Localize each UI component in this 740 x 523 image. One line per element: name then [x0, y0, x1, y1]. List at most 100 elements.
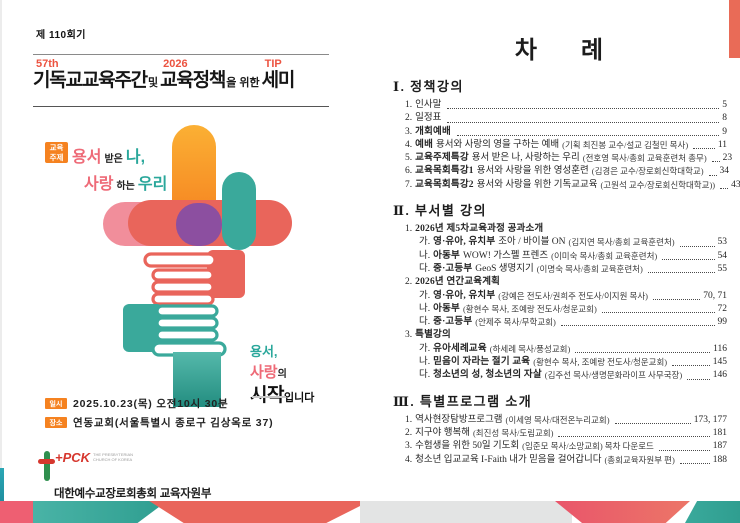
toc-item-detail: (하세례 목사/풍성교회) [489, 343, 571, 354]
title-conj-for: 을 위한 [226, 77, 260, 89]
toc-item-number: 나. [419, 303, 431, 314]
toc-item-number: 1. [405, 100, 413, 110]
toc-page-number: 145 [712, 357, 727, 368]
toc-item-title: 용서 받은 나, 사랑하는 우리 [471, 153, 580, 164]
toc-item-number: 4. [405, 139, 413, 150]
toc-leader-dots [672, 365, 710, 367]
toc-leader-dots [679, 462, 710, 464]
toc-item-detail: (최진성 목사/도림교회) [472, 427, 554, 438]
title-sup-tip: TIP [264, 58, 282, 70]
bottom-band-pink [0, 501, 33, 523]
toc-item-title-bold: 믿음이 자라는 절기 교육 [433, 357, 531, 368]
toc-item-title: 지구야 행복해 [415, 427, 470, 438]
toc-item-number: 나. [419, 357, 431, 368]
toc-item: 다. 중·고등부 (안제주 목사/무학교회) 99 [393, 316, 727, 329]
left-edge-strip [0, 0, 2, 523]
toc-item-title-bold: 영·유아, 유치부 [433, 290, 496, 301]
toc-leader-dots [575, 352, 711, 354]
toc-item: 1. 인사말 5 [393, 99, 727, 112]
toc-item-number: 2. [405, 427, 413, 438]
toc-leader-dots [708, 174, 717, 176]
toc-item: 나. 아동부 WOW! 가스펠 프렌즈 (이미숙 목사/총회 교육훈련처) 54 [393, 250, 727, 263]
toc-leader-dots [614, 422, 691, 424]
toc-item-number: 나. [419, 250, 431, 261]
toc-page-number: 146 [712, 370, 727, 381]
toc-item-number: 가. [419, 343, 431, 354]
toc-item-number: 2. [405, 113, 413, 124]
session-label: 제 110회기 [36, 30, 87, 41]
title-sup-2026: 2026 [163, 58, 188, 70]
toc-page-number: 54 [717, 250, 728, 261]
toc-item: 가. 영·유아, 유치부 (강예은 전도사/권희주 전도사/이지원 목사) 70, 7… [393, 290, 727, 303]
pck-subtext: THE PRESBYTERIAN CHURCH OF KOREA [93, 452, 134, 462]
toc-item-number: 2. [405, 277, 413, 288]
toc-item-number: 3. [405, 330, 413, 341]
toc-item-title-bold: 개회예배 [415, 126, 451, 137]
toc-section-heading: Ⅲ. 특별프로그램 소개 [393, 393, 533, 409]
toc-item-title: 인사말 [415, 100, 442, 110]
toc-item: 나. 믿음이 자라는 절기 교육 (황현수 목사, 조예랑 전도사/청운교회) 145 [393, 356, 727, 369]
toc-item-title-bold: 중·고등부 [433, 263, 473, 274]
place-badge: 장소 [45, 417, 67, 428]
fine-print [252, 396, 286, 398]
toc-leader-dots [693, 148, 715, 150]
toc-item-title-bold: 아동부 [433, 303, 460, 314]
theme-word-doing: 하는 [116, 181, 135, 192]
toc-item: 다. 청소년의 성, 청소년의 자살 (김주선 목사/생명문화라이프 사무국장) 14… [393, 369, 727, 382]
theme-line-1: 용서 받은 나, [72, 143, 145, 167]
teal-hand [123, 304, 227, 407]
toc-page-number: 53 [717, 237, 728, 248]
toc-item-number: 가. [419, 290, 431, 301]
toc-page-number: 11 [717, 139, 727, 150]
toc-item-title: 조아 / 바이블 ON [498, 237, 566, 248]
toc-item-detail: (김지연 목사/총회 교육훈련처) [568, 237, 675, 248]
toc-item-detail: (전호영 목사/총회 교육훈련처 총무) [582, 153, 707, 164]
toc-item-number: 3. [405, 441, 413, 452]
toc-item-title: 수험생을 위한 50일 기도회 [415, 441, 520, 452]
toc-item: 다. 중·고등부 GeoS 생명지기 (이명숙 목사/총회 교육훈련처) 55 [393, 263, 727, 276]
toc-item: 가. 유아세례교육 (하세례 목사/풍성교회) 116 [393, 343, 727, 356]
toc-item-detail: (황현수 목사, 조예랑 전도사/청운교회) [462, 303, 597, 314]
title-rule-bottom [33, 106, 329, 107]
right-red-bar [729, 0, 740, 58]
toc-page-number: 55 [717, 263, 728, 274]
toc-item-detail: (총회교육자원부 편) [604, 454, 675, 465]
toc-page-number: 5 [722, 100, 727, 110]
toc-item-detail: (이세영 목사/대전온누리교회) [505, 414, 610, 425]
toc-item-number: 다. [419, 263, 431, 274]
slogan: 용서, 사랑의 시작입니다 [250, 342, 314, 408]
date-badge: 일시 [45, 398, 67, 409]
theme-badge-line2: 주제 [49, 153, 64, 162]
toc-leader-dots [447, 121, 720, 123]
toc-body: Ⅰ. 정책강의 1. 인사말 5 2. 일정표 8 3. 개회예배 9 4. 예배 용서와 사랑의 영을… [393, 68, 740, 467]
theme-badge-line1: 교육 [49, 143, 64, 152]
toc-item-detail: (안제주 목사/무학교회) [475, 317, 556, 328]
toc-item-title: WOW! 가스펠 프렌즈 [462, 250, 549, 261]
toc-leader-dots [456, 134, 720, 136]
toc-item-detail: (김주선 목사/생명문화라이프 사무국장) [544, 370, 683, 381]
toc-item-detail: (임준모 목사/소망교회) 목차 다운로드 [522, 441, 654, 452]
slogan-forgive: 용서, [250, 344, 278, 359]
toc-page-number: 43 [731, 179, 740, 190]
theme-badge: 교육 주제 [45, 142, 68, 163]
pck-wordmark: +PCK [55, 450, 91, 465]
toc-item: 2. 일정표 8 [393, 112, 727, 125]
title-word-week: 기독교교육주간 [33, 70, 148, 91]
toc-item-number: 다. [419, 370, 431, 381]
toc-item: 나. 아동부 (황현수 목사, 조예랑 전도사/청운교회) 72 [393, 303, 727, 316]
theme-word-me: 나, [125, 149, 146, 166]
toc-item-title-bold: 2026년 제5차교육과정 공과소개 [415, 224, 544, 235]
toc-item: 2. 지구야 행복해 (최진성 목사/도림교회) 181 [393, 427, 727, 440]
seminar-title: 57th 기독교교육주간 및 2026 교육정책 을 위한 TIP 세미 [33, 58, 333, 92]
toc-item-title: 청소년 입교교육 I-Faith 내가 믿음을 걸어갑니다 [415, 454, 602, 465]
toc-item-detail: (이명숙 목사/총회 교육훈련처) [536, 263, 643, 274]
toc-item-detail: (고원석 교수/장로회신학대학교)) [600, 179, 716, 190]
toc-item-title-bold: 특별강의 [415, 330, 451, 341]
toc-item: 1. 역사현장탐방프로그램 (이세영 목사/대전온누리교회) 173, 177 [393, 414, 727, 427]
coral-hand [143, 250, 245, 306]
toc-page-number: 23 [722, 153, 733, 164]
toc-leader-dots [653, 298, 701, 300]
theme-line-2: 사랑 하는 우리 [84, 170, 167, 194]
toc-item: 1. 2026년 제5차교육과정 공과소개 [393, 223, 727, 236]
toc-item: 3. 개회예배 9 [393, 126, 727, 139]
